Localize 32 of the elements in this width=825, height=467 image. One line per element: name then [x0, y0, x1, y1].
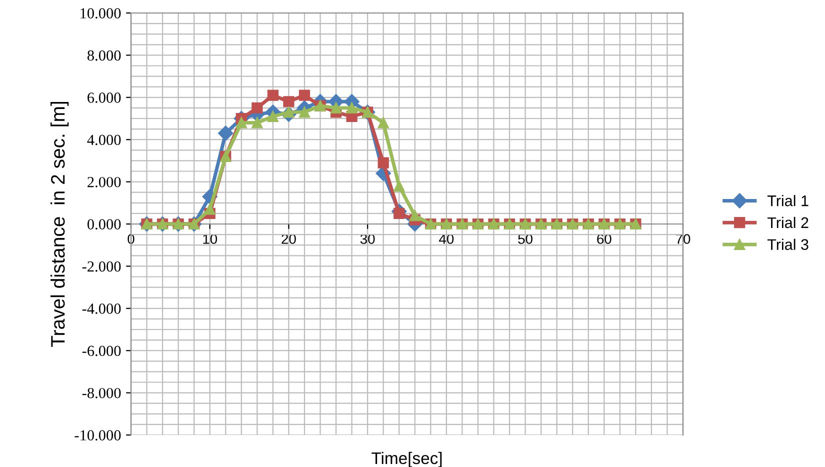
point [298, 90, 310, 101]
point [346, 102, 358, 114]
y-tick-label: -2.000 [82, 261, 121, 272]
point [378, 117, 389, 128]
point [252, 102, 263, 114]
point [394, 180, 405, 192]
point [236, 117, 247, 128]
y-tick-label: -8.000 [82, 388, 121, 398]
y-tick-label: 8.000 [87, 50, 121, 61]
point [267, 90, 278, 101]
point [252, 117, 263, 128]
legend-label: Trial 1 [767, 195, 808, 206]
y-tick-label: -10.000 [74, 430, 121, 441]
point [409, 210, 420, 222]
y-tick-label: 4.000 [87, 134, 121, 146]
x-axis-title: Time[sec] [372, 452, 442, 467]
point [283, 96, 294, 108]
point [298, 106, 310, 118]
y-axis-title: Travel distance in 2 sec. [m] [50, 102, 69, 347]
point [204, 204, 216, 215]
y-tick-label: 6.000 [88, 92, 121, 103]
point [330, 102, 342, 114]
legend-label: Trial 3 [767, 238, 808, 250]
y-tick-label: 2.000 [88, 176, 121, 188]
point [218, 126, 234, 141]
point [378, 157, 389, 168]
y-tick-label: -4.000 [82, 304, 121, 314]
y-tick-label: 0.000 [87, 219, 121, 230]
legend-label: Trial 2 [767, 216, 808, 228]
y-tick-label: -6.000 [82, 346, 121, 356]
point [267, 110, 278, 122]
y-tick-label: 10.000 [80, 8, 121, 19]
